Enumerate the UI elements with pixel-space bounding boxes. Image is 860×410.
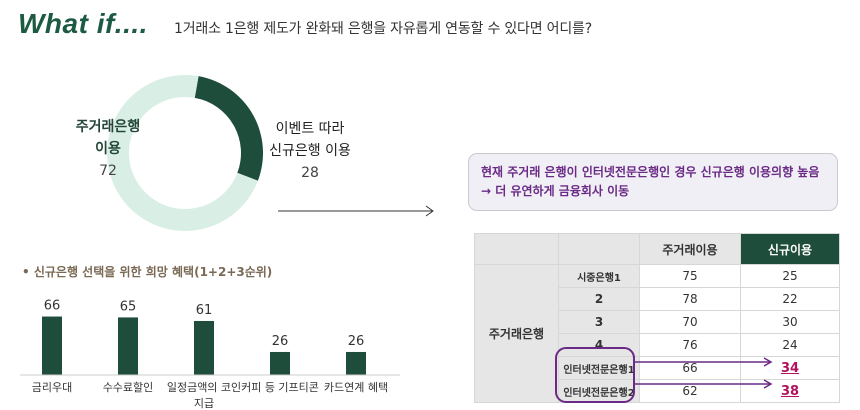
bar-value-label: 26 bbox=[272, 334, 289, 349]
bar-chart-title: • 신규은행 선택을 위한 희망 혜택(1+2+3순위) bbox=[22, 265, 273, 279]
bar bbox=[194, 320, 214, 375]
donut-left-label-line1: 주거래은행 bbox=[75, 119, 141, 135]
donut-right-label: 이벤트 따라 신규은행 이용 28 bbox=[262, 118, 358, 184]
table-row: 2 78 22 bbox=[475, 287, 840, 311]
bar-value-label: 61 bbox=[196, 303, 213, 318]
table-row-label: 3 bbox=[558, 310, 640, 334]
bar-category-label: 카드연계 혜택 bbox=[324, 381, 388, 394]
donut-left-value: 72 bbox=[99, 163, 117, 179]
bar-category-label: 일정금액의 코인 bbox=[167, 380, 241, 394]
donut-right-label-line1: 이벤트 따라 bbox=[275, 121, 345, 137]
table-header-new: 신규이용 bbox=[740, 233, 840, 265]
bar bbox=[270, 351, 290, 375]
bar-category-label: 커피 등 기프티콘 bbox=[241, 381, 319, 394]
table-header-empty2 bbox=[558, 233, 640, 265]
table-row-label: 2 bbox=[558, 287, 640, 311]
table-row-label: 인터넷전문은행2 bbox=[558, 379, 640, 403]
donut-right-label-line2: 신규은행 이용 bbox=[269, 143, 351, 159]
table-header-empty bbox=[474, 233, 559, 265]
donut-slice-main-bank bbox=[106, 75, 258, 231]
table-cell-current: 76 bbox=[639, 333, 741, 357]
table-row-label: 4 bbox=[558, 333, 640, 357]
table-cell-current: 62 bbox=[639, 379, 741, 403]
bar-category-label: 수수료할인 bbox=[103, 381, 154, 394]
table-row: 주거래은행 시중은행1 75 25 bbox=[474, 264, 840, 403]
callout-line1: 현재 주거래 은행이 인터넷전문은행인 경우 신규은행 이용의향 높음 bbox=[481, 165, 820, 179]
comparison-table: 주거래이용 신규이용 주거래은행 시중은행1 75 25 2 78 22 3 7… bbox=[474, 233, 840, 403]
table-cell-current: 66 bbox=[639, 356, 741, 380]
table-cell-current: 78 bbox=[639, 287, 741, 311]
table-row-label: 인터넷전문은행1 bbox=[558, 356, 640, 380]
callout-line2: → 더 유연하게 금융회사 이동 bbox=[481, 184, 630, 198]
table-cell-new-highlight: 38 bbox=[740, 379, 840, 403]
table-group-label: 주거래은행 bbox=[474, 264, 559, 403]
page-title: What if.... bbox=[18, 8, 148, 39]
donut-left-label: 주거래은행 이용 72 bbox=[64, 116, 152, 182]
table-cell-current: 70 bbox=[639, 310, 741, 334]
bar-value-label: 65 bbox=[120, 299, 137, 314]
table-cell-new-highlight: 34 bbox=[740, 356, 840, 380]
table-cell-current: 75 bbox=[639, 264, 741, 288]
bar bbox=[42, 316, 62, 375]
bar bbox=[346, 351, 366, 375]
donut-slice-new-bank bbox=[194, 76, 263, 181]
donut-left-label-line2: 이용 bbox=[95, 141, 121, 157]
page-subtitle: 1거래소 1은행 제도가 완화돼 은행을 자유롭게 연동할 수 있다면 어디를? bbox=[174, 21, 592, 37]
bar-value-label: 26 bbox=[348, 334, 365, 349]
bar bbox=[118, 317, 138, 375]
table-cell-new: 25 bbox=[740, 264, 840, 288]
table-row-label: 시중은행1 bbox=[558, 264, 640, 288]
table-cell-new: 22 bbox=[740, 287, 840, 311]
bar-category-label: 금리우대 bbox=[32, 381, 72, 394]
insight-callout: 현재 주거래 은행이 인터넷전문은행인 경우 신규은행 이용의향 높음 → 더 … bbox=[468, 153, 838, 211]
table-header-current: 주거래이용 bbox=[639, 233, 741, 265]
arrow-right-icon bbox=[278, 205, 434, 217]
table-header-row: 주거래이용 신규이용 bbox=[474, 233, 840, 265]
table-cell-new: 30 bbox=[740, 310, 840, 334]
table-cell-new: 24 bbox=[740, 333, 840, 357]
bar-category-label: 지급 bbox=[194, 397, 214, 410]
donut-right-value: 28 bbox=[301, 165, 319, 181]
donut-chart bbox=[106, 75, 263, 231]
bar-value-label: 66 bbox=[44, 299, 61, 314]
